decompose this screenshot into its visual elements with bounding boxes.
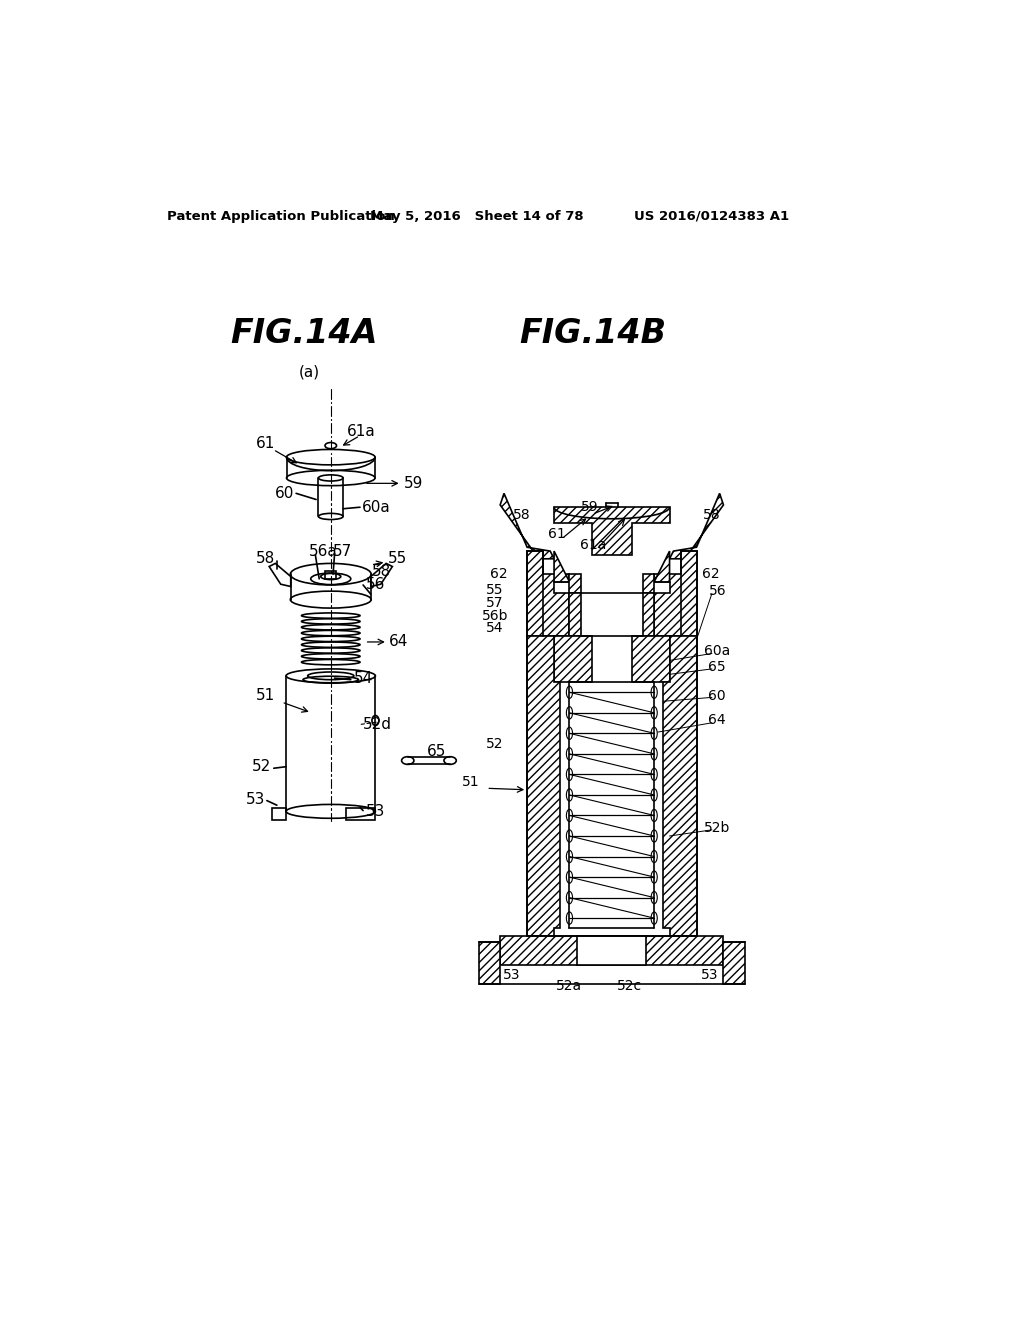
Ellipse shape — [651, 809, 657, 821]
Polygon shape — [569, 574, 581, 594]
Text: 52a: 52a — [556, 979, 583, 993]
Polygon shape — [554, 507, 670, 554]
Text: (a): (a) — [299, 364, 319, 380]
Bar — [326, 572, 336, 579]
Text: Patent Application Publication: Patent Application Publication — [167, 210, 394, 223]
Ellipse shape — [566, 912, 572, 924]
Polygon shape — [500, 936, 724, 965]
Ellipse shape — [566, 891, 572, 904]
Ellipse shape — [566, 871, 572, 883]
Ellipse shape — [566, 727, 572, 739]
Text: 60: 60 — [709, 689, 726, 702]
Bar — [272, 808, 286, 820]
Ellipse shape — [651, 706, 657, 719]
Ellipse shape — [651, 830, 657, 842]
Ellipse shape — [566, 768, 572, 780]
Text: 55: 55 — [486, 582, 504, 597]
Text: May 5, 2016   Sheet 14 of 78: May 5, 2016 Sheet 14 of 78 — [371, 210, 584, 223]
Text: 61: 61 — [548, 527, 566, 541]
Text: 59: 59 — [403, 475, 423, 491]
Text: 61a: 61a — [347, 424, 376, 440]
Text: 57: 57 — [333, 544, 352, 558]
Text: FIG.14B: FIG.14B — [519, 318, 667, 351]
Text: 56: 56 — [366, 577, 385, 591]
Text: 60: 60 — [275, 486, 295, 500]
Text: 53: 53 — [700, 968, 719, 982]
Text: 65: 65 — [709, 660, 726, 673]
Polygon shape — [654, 552, 696, 636]
Text: 64: 64 — [389, 635, 409, 649]
Text: 64: 64 — [709, 714, 726, 727]
Text: 56: 56 — [709, 585, 726, 598]
Ellipse shape — [651, 686, 657, 698]
Ellipse shape — [651, 850, 657, 863]
Polygon shape — [632, 636, 670, 682]
Ellipse shape — [566, 747, 572, 760]
Text: 51: 51 — [462, 775, 479, 789]
Text: 53: 53 — [246, 792, 265, 807]
Text: 52d: 52d — [364, 717, 392, 731]
Text: 61: 61 — [256, 436, 275, 451]
Polygon shape — [554, 552, 569, 582]
Ellipse shape — [566, 809, 572, 821]
Text: 52b: 52b — [705, 821, 730, 836]
Text: 51: 51 — [256, 688, 275, 704]
Text: 53: 53 — [366, 804, 385, 818]
Text: US 2016/0124383 A1: US 2016/0124383 A1 — [634, 210, 790, 223]
Polygon shape — [569, 594, 581, 636]
Ellipse shape — [651, 747, 657, 760]
Polygon shape — [643, 574, 654, 594]
Text: 52: 52 — [252, 759, 271, 775]
Text: 58: 58 — [703, 508, 721, 521]
Polygon shape — [527, 636, 560, 936]
Text: 62: 62 — [701, 568, 719, 581]
Text: 58: 58 — [513, 508, 530, 521]
Ellipse shape — [651, 912, 657, 924]
Ellipse shape — [651, 789, 657, 801]
Text: 62: 62 — [489, 568, 508, 581]
Ellipse shape — [651, 727, 657, 739]
Text: 53: 53 — [503, 968, 520, 982]
Text: 54: 54 — [354, 671, 373, 685]
Ellipse shape — [651, 768, 657, 780]
Ellipse shape — [651, 891, 657, 904]
Ellipse shape — [566, 830, 572, 842]
Text: FIG.14A: FIG.14A — [230, 318, 378, 351]
Polygon shape — [578, 936, 646, 965]
Ellipse shape — [566, 686, 572, 698]
Text: 58: 58 — [256, 552, 275, 566]
Ellipse shape — [651, 871, 657, 883]
Text: 59: 59 — [582, 500, 599, 515]
Ellipse shape — [566, 789, 572, 801]
Polygon shape — [643, 594, 654, 636]
Text: 55: 55 — [388, 552, 407, 566]
Polygon shape — [554, 636, 592, 682]
Ellipse shape — [566, 706, 572, 719]
Text: 54: 54 — [486, 622, 504, 635]
Text: 56a: 56a — [309, 544, 338, 558]
Polygon shape — [527, 552, 569, 636]
Ellipse shape — [566, 850, 572, 863]
Text: 52: 52 — [486, 737, 504, 751]
Polygon shape — [478, 942, 500, 983]
Polygon shape — [500, 494, 554, 558]
Text: 60a: 60a — [361, 500, 390, 515]
Text: 52c: 52c — [616, 979, 642, 993]
Text: 60a: 60a — [705, 644, 730, 659]
Text: 57: 57 — [486, 597, 504, 610]
Text: 56b: 56b — [481, 609, 508, 623]
Polygon shape — [724, 942, 745, 983]
Polygon shape — [670, 494, 724, 558]
Text: 65: 65 — [427, 743, 446, 759]
Polygon shape — [664, 636, 696, 936]
Text: 58: 58 — [372, 564, 391, 578]
Bar — [346, 808, 376, 820]
Text: 61a: 61a — [581, 539, 606, 552]
Polygon shape — [654, 552, 670, 582]
